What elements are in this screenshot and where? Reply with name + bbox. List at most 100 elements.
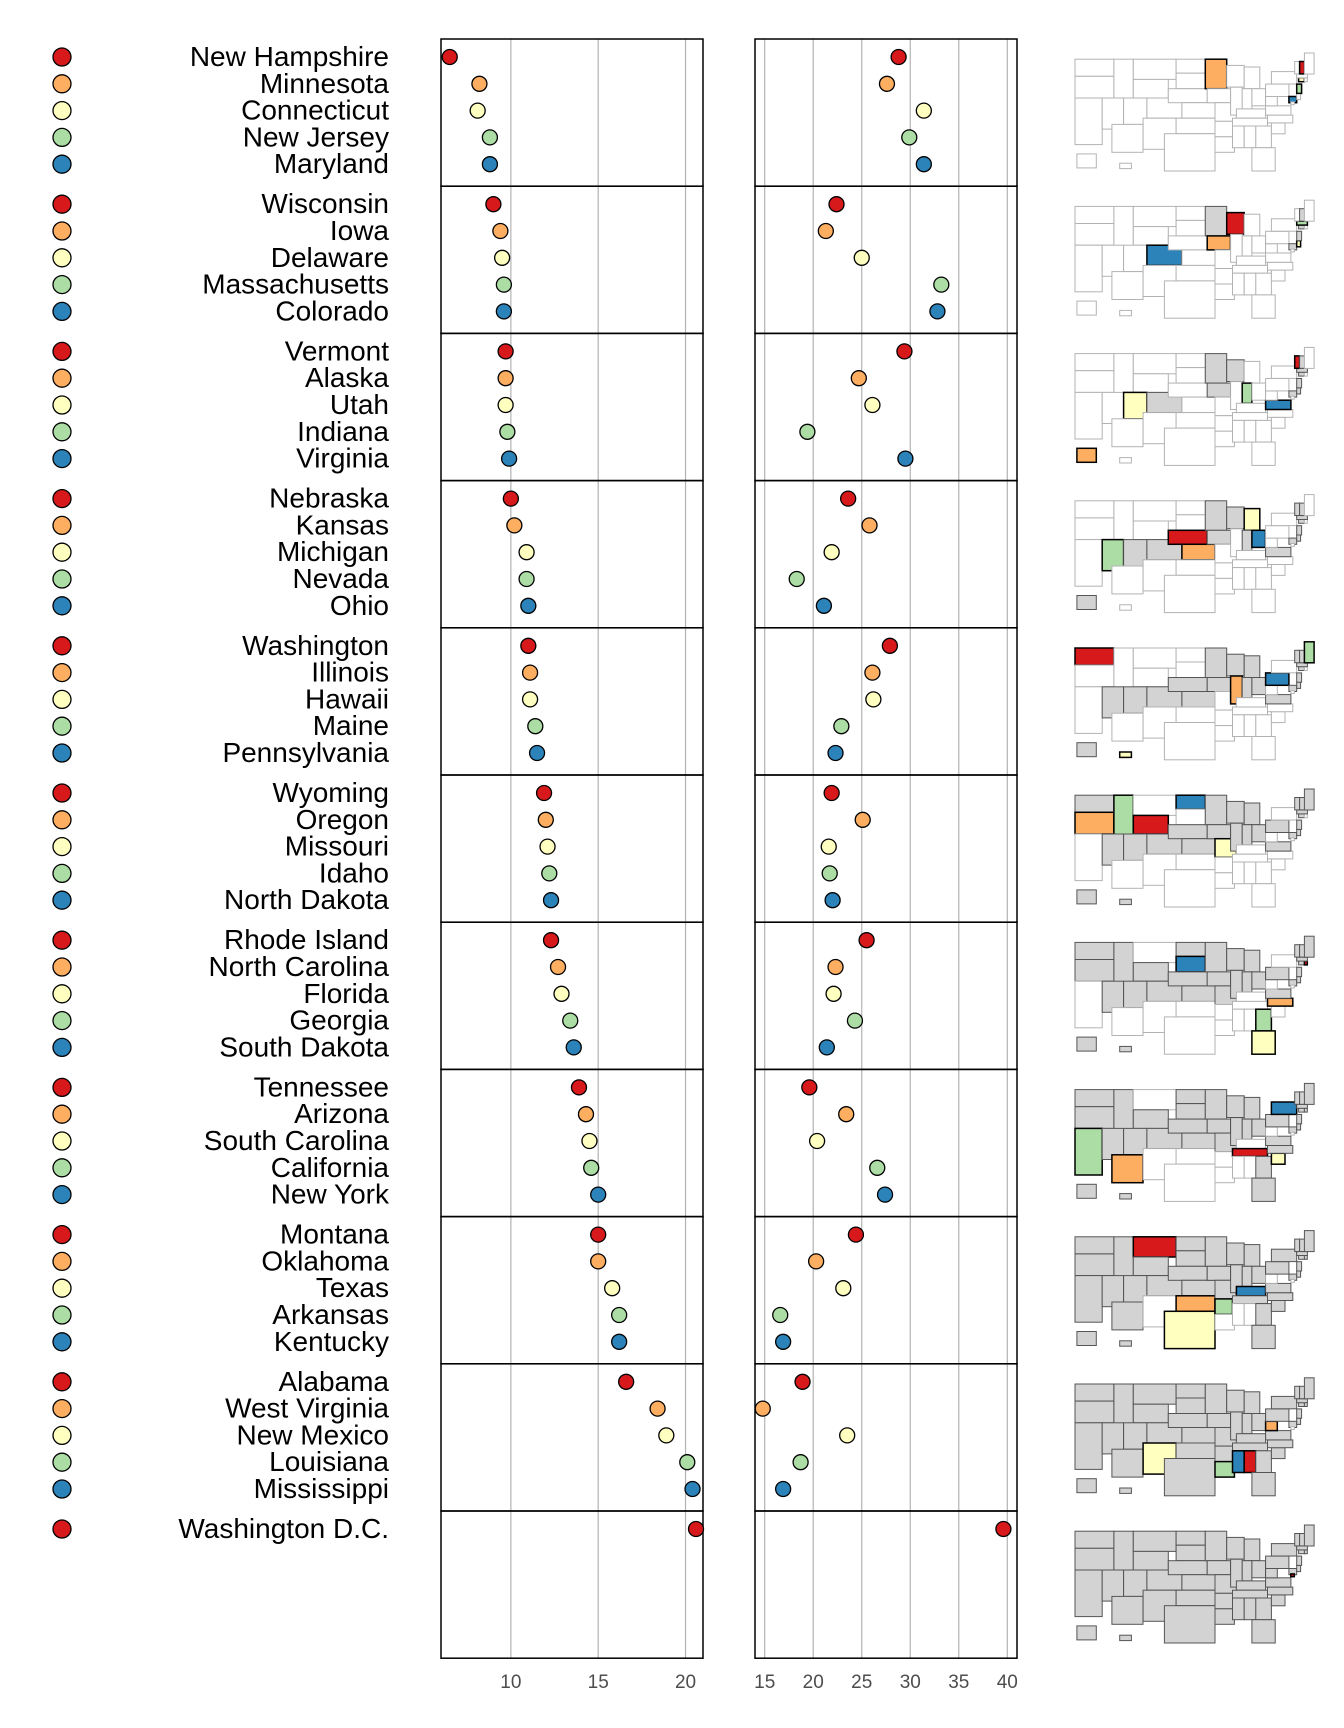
state-label: Iowa — [330, 215, 390, 246]
panel-2-point — [823, 544, 840, 561]
map-state — [1163, 1458, 1216, 1497]
map-state — [1119, 1487, 1132, 1494]
map-state — [1255, 1597, 1272, 1621]
map-state — [1232, 559, 1268, 569]
panel-1-point — [481, 129, 499, 146]
panel-2-point — [995, 1520, 1012, 1538]
map-state — [1296, 230, 1303, 242]
map-state — [1294, 1533, 1301, 1547]
panel-2-tick-label: 20 — [803, 1672, 824, 1693]
map-state — [1074, 1383, 1115, 1402]
map-state — [1113, 647, 1134, 689]
map-state — [1265, 1273, 1278, 1284]
panel-2-point — [808, 1132, 826, 1150]
map-state — [1206, 677, 1231, 692]
map-state — [1167, 1265, 1208, 1281]
map-state — [1175, 647, 1206, 663]
map-state — [1226, 506, 1245, 530]
map-state — [1251, 1472, 1276, 1497]
map-state — [1074, 833, 1103, 882]
map-state — [1232, 264, 1268, 274]
map-state — [1265, 1555, 1290, 1569]
map-state — [1251, 1030, 1276, 1055]
state-label: Rhode Island — [224, 924, 389, 955]
map-state — [1296, 1114, 1303, 1125]
panel-2-point — [854, 811, 871, 828]
panel-2-point — [794, 1373, 811, 1390]
legend-swatch — [52, 448, 72, 469]
map-state — [1303, 199, 1315, 222]
state-label: Connecticut — [241, 95, 389, 126]
legend-swatch — [52, 890, 72, 910]
map-state — [1251, 1413, 1267, 1432]
panel-1-frame — [440, 1510, 704, 1659]
map-state — [1214, 1460, 1236, 1478]
map-state — [1243, 1597, 1257, 1621]
map-state — [1267, 556, 1294, 566]
map-state — [1232, 706, 1268, 716]
map-state — [1265, 83, 1290, 97]
map-state — [1132, 78, 1169, 99]
panel-1-point — [590, 1186, 607, 1203]
legend-swatch — [52, 127, 72, 148]
map-state — [1241, 88, 1253, 110]
map-state — [1074, 500, 1115, 519]
panel-2-point — [801, 1079, 818, 1096]
legend-swatch — [52, 1131, 72, 1151]
state-label: Pennsylvania — [222, 737, 389, 768]
panel-1-point — [537, 811, 554, 828]
micromap-6 — [1074, 788, 1315, 908]
map-state — [1163, 574, 1216, 614]
map-state — [1074, 1422, 1103, 1470]
map-state — [1175, 1250, 1206, 1267]
map-state — [1175, 1236, 1206, 1252]
map-state — [1167, 824, 1208, 840]
map-state — [1163, 133, 1216, 172]
legend-swatch — [52, 957, 72, 977]
map-state — [1206, 1265, 1231, 1281]
micromap-7 — [1074, 935, 1315, 1055]
map-state — [1206, 88, 1231, 104]
legend-swatch — [52, 1037, 72, 1058]
state-label: Washington — [242, 630, 389, 661]
map-state — [1267, 1439, 1294, 1449]
legend-swatch — [52, 716, 72, 736]
map-state — [1255, 272, 1272, 296]
state-label: Washington D.C. — [178, 1513, 389, 1544]
map-state — [1232, 412, 1268, 421]
map-state — [1265, 684, 1278, 696]
map-state — [1119, 309, 1132, 317]
legend-swatch — [52, 1224, 72, 1245]
panel-2-point — [864, 664, 881, 681]
panel-1-point — [469, 102, 486, 119]
map-state — [1265, 1430, 1292, 1441]
panel-1: 10 15 20 — [440, 38, 704, 1693]
map-state — [1231, 1450, 1245, 1474]
map-state — [1231, 1147, 1269, 1158]
legend-swatch — [52, 1372, 72, 1392]
micromap-9 — [1074, 1230, 1315, 1350]
legend-swatch — [52, 984, 72, 1004]
map-state — [1270, 218, 1298, 232]
micromap-3 — [1074, 346, 1315, 466]
map-state — [1296, 515, 1308, 520]
map-state — [1241, 529, 1253, 551]
map-state — [1296, 1103, 1308, 1109]
map-state — [1270, 858, 1286, 871]
map-state — [1255, 714, 1272, 737]
map-state — [1251, 294, 1276, 319]
map-state — [1296, 976, 1302, 984]
map-state — [1267, 850, 1294, 860]
map-state — [1251, 736, 1276, 761]
map-state — [1232, 1597, 1245, 1621]
panel-2-point — [818, 1039, 835, 1056]
map-state — [1111, 271, 1144, 301]
state-label: Wisconsin — [261, 188, 389, 219]
legend-swatch — [52, 1519, 72, 1539]
panel-2-point — [754, 1400, 771, 1417]
map-state — [1113, 58, 1134, 101]
map-state — [1290, 837, 1295, 842]
panel-1-point — [535, 784, 553, 802]
map-state — [1232, 1589, 1268, 1599]
panel-1-point — [520, 637, 537, 654]
